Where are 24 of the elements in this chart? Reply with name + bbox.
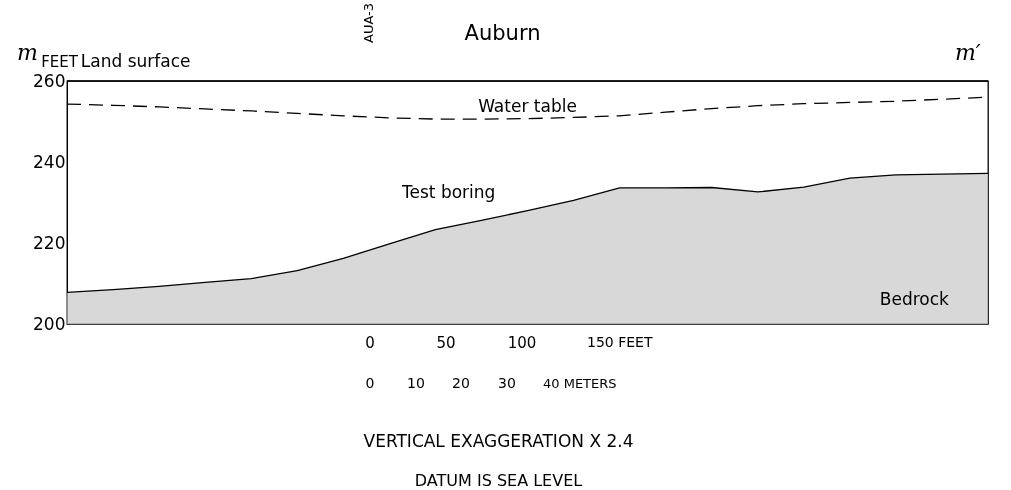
series-label: Land surface (80, 51, 191, 71)
text: 100 (507, 334, 537, 352)
text: 20 (452, 375, 470, 391)
y-tick-label: 220 (33, 232, 66, 253)
y-tick-label: 260 (33, 70, 66, 91)
text: m (17, 40, 38, 65)
text: 150 FEET (587, 334, 653, 350)
text: m′ (955, 40, 981, 65)
text: DATUM IS SEA LEVEL (414, 471, 583, 490)
y-tick-label: 200 (33, 313, 66, 334)
text: VERTICAL EXAGGERATION X 2.4 (363, 431, 634, 451)
y-tick-label: 240 (33, 151, 66, 172)
series-label: Water table (478, 95, 577, 116)
text: 0 (365, 375, 375, 391)
annotation: Test boring (401, 182, 496, 202)
text: 50 (436, 334, 456, 352)
y-axis-title: FEET (41, 52, 79, 71)
text: 0 (365, 334, 375, 352)
chart-title: Auburn (464, 21, 541, 45)
series-label: Bedrock (879, 289, 950, 310)
text: 40 METERS (543, 376, 617, 391)
text: 30 (498, 375, 516, 391)
text: 10 (407, 375, 425, 391)
text: AUA-3 (361, 3, 376, 43)
